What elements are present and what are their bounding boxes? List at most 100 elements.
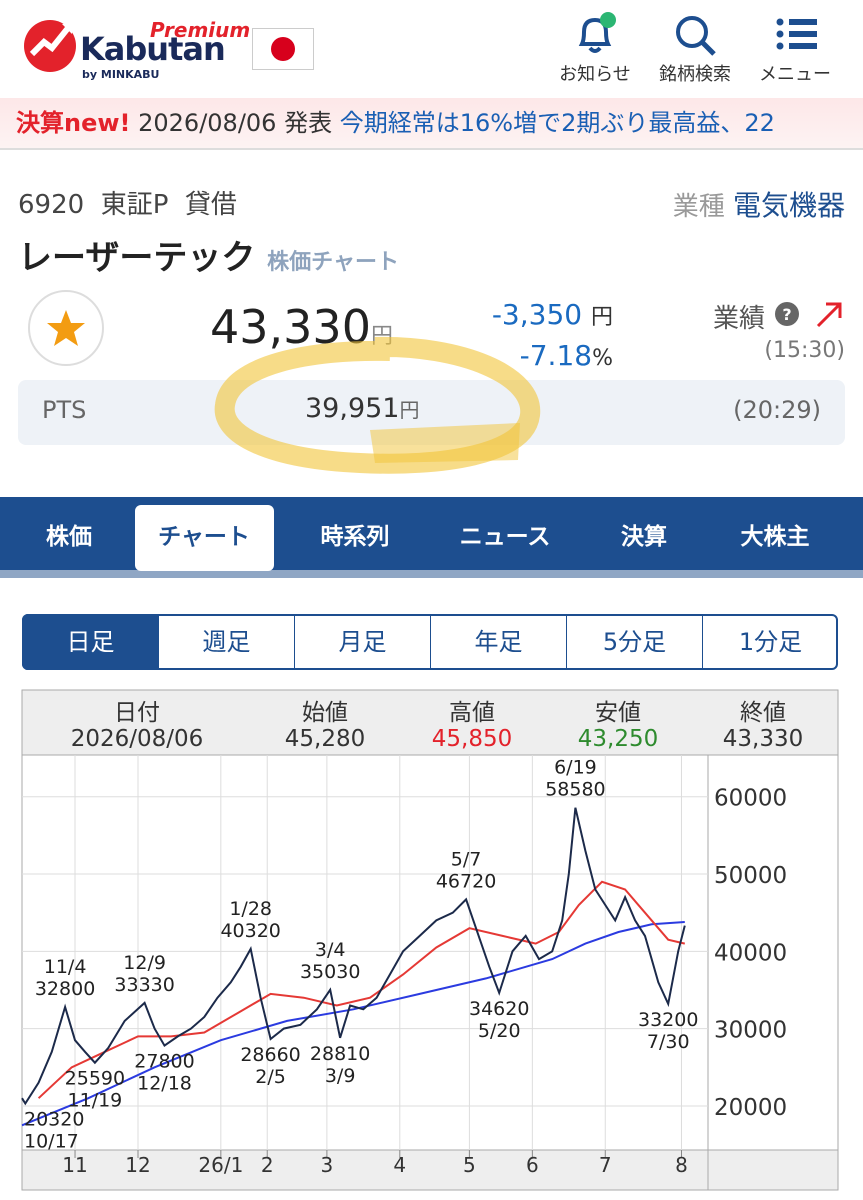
annotation: 3/4 — [315, 939, 346, 961]
news-date: 2026/08/06 発表 — [138, 109, 333, 137]
ohlc-header: 終値 — [740, 700, 786, 726]
annotation: 33330 — [114, 974, 174, 996]
annotation: 25590 — [65, 1068, 125, 1090]
stock-name: レーザーテック 株価チャート — [18, 230, 399, 279]
annotation: 11/19 — [68, 1090, 123, 1112]
tab[interactable]: 時系列 — [320, 524, 390, 550]
code: 6920 — [18, 190, 85, 220]
annotation: 5/7 — [451, 848, 482, 870]
annotation: 7/30 — [647, 1031, 690, 1053]
pts-time: (20:29) — [733, 396, 821, 424]
tab[interactable]: チャート — [158, 524, 250, 550]
notice[interactable]: お知らせ — [559, 64, 631, 85]
flag — [252, 28, 314, 70]
x-tick-label: 26/1 — [198, 1153, 243, 1177]
premium: Premium — [150, 18, 251, 42]
x-tick-label: 5 — [463, 1153, 476, 1177]
header-icons — [578, 12, 817, 56]
ohlc-header: 日付 — [114, 700, 160, 726]
annotation: 1/28 — [229, 898, 272, 920]
ohlc-value: 43,330 — [723, 726, 803, 752]
tab[interactable]: ニュース — [459, 524, 551, 550]
results-icons: ? — [775, 302, 842, 328]
annotation: 27800 — [134, 1051, 194, 1073]
pts-label: PTS — [42, 396, 87, 424]
period[interactable]: 年足 — [430, 614, 566, 670]
by-minkabu: by MINKABU — [82, 68, 160, 81]
annotation: 2/5 — [255, 1066, 286, 1088]
logo-icon — [24, 20, 76, 72]
annotation: 58580 — [545, 779, 605, 801]
tab[interactable]: 株価 — [46, 524, 92, 550]
x-tick-label: 12 — [125, 1153, 150, 1177]
results[interactable]: 業績 — [713, 304, 766, 334]
x-tick-label: 6 — [526, 1153, 539, 1177]
kind: 貸借 — [184, 190, 237, 220]
svg-text:?: ? — [782, 305, 791, 324]
ohlc-header — [21, 689, 839, 756]
change-block: -3,350 円 -7.18% — [492, 296, 613, 378]
period[interactable]: 5分足 — [566, 614, 702, 670]
y-tick-label: 40000 — [714, 940, 787, 966]
period[interactable]: 1分足 — [702, 614, 838, 670]
x-tick-label: 7 — [599, 1153, 612, 1177]
ohlc-header: 安値 — [595, 700, 641, 726]
sector-label: 業種 — [672, 192, 725, 222]
stock-code-line: 6920 東証P 貸借 — [18, 184, 237, 221]
annotation: 6/19 — [554, 757, 597, 779]
annotation: 5/20 — [478, 1020, 521, 1042]
ohlc-header: 始値 — [302, 700, 348, 726]
series-line — [21, 807, 686, 1106]
pct: % — [592, 346, 613, 371]
ohlc-value: 45,280 — [285, 726, 365, 752]
period[interactable]: 週足 — [158, 614, 294, 670]
brand: Kabutan — [80, 30, 226, 68]
annotation: 20320 — [24, 1108, 84, 1130]
sector[interactable]: 電気機器 — [732, 189, 845, 222]
x-tick-label: 2 — [261, 1153, 274, 1177]
annotation: 28660 — [240, 1044, 300, 1066]
annotation: 46720 — [436, 870, 496, 892]
sector-line: 業種 電気機器 — [673, 184, 845, 224]
annotation: 40320 — [220, 920, 280, 942]
x-tick-label: 3 — [321, 1153, 334, 1177]
ohlc-value: 45,850 — [432, 726, 512, 752]
y-tick-label: 50000 — [714, 863, 787, 889]
ohlc-value: 2026/08/06 — [71, 726, 204, 752]
news-ticker[interactable]: 決算new! 2026/08/06 発表 今期経常は16%増で2期ぶり最高益、2… — [0, 98, 863, 150]
x-axis-strip — [21, 1149, 839, 1191]
tab[interactable]: 決算 — [621, 524, 667, 550]
chart-frame — [21, 689, 839, 1191]
active-tab-bg — [135, 505, 274, 571]
market: 東証P — [100, 190, 169, 220]
y-tick-label: 30000 — [714, 1018, 787, 1044]
change: -3,350 — [491, 298, 583, 331]
tab[interactable]: 大株主 — [740, 524, 810, 550]
y-tick-label: 20000 — [714, 1095, 787, 1121]
annotation: 3/9 — [325, 1065, 356, 1087]
x-tick-label: 4 — [393, 1153, 406, 1177]
series-line — [21, 921, 685, 1127]
y-tick-label: 60000 — [714, 786, 787, 812]
annotation: 33200 — [638, 1009, 698, 1031]
search[interactable]: 銘柄検索 — [659, 64, 731, 85]
x-tick-label: 8 — [675, 1153, 688, 1177]
ohlc-value: 43,250 — [578, 726, 658, 752]
annotation: 35030 — [300, 961, 360, 983]
period[interactable]: 月足 — [294, 614, 430, 670]
period[interactable]: 日足 — [22, 614, 158, 670]
ohlc-header: 高値 — [449, 700, 495, 726]
headline: 今期経常は16%増で2期ぶり最高益、22 — [339, 109, 775, 137]
x-tick-label: 11 — [62, 1153, 87, 1177]
annotation: 12/18 — [137, 1073, 192, 1095]
annotation: 10/17 — [24, 1130, 79, 1152]
annotation: 32800 — [35, 978, 95, 1000]
favorite[interactable] — [24, 288, 108, 372]
name: レーザーテック — [18, 238, 256, 278]
badge: 決算new! — [16, 109, 131, 137]
annotation: 34620 — [469, 998, 529, 1020]
menu[interactable]: メニュー — [759, 64, 831, 85]
price-time: (15:30) — [764, 338, 845, 363]
